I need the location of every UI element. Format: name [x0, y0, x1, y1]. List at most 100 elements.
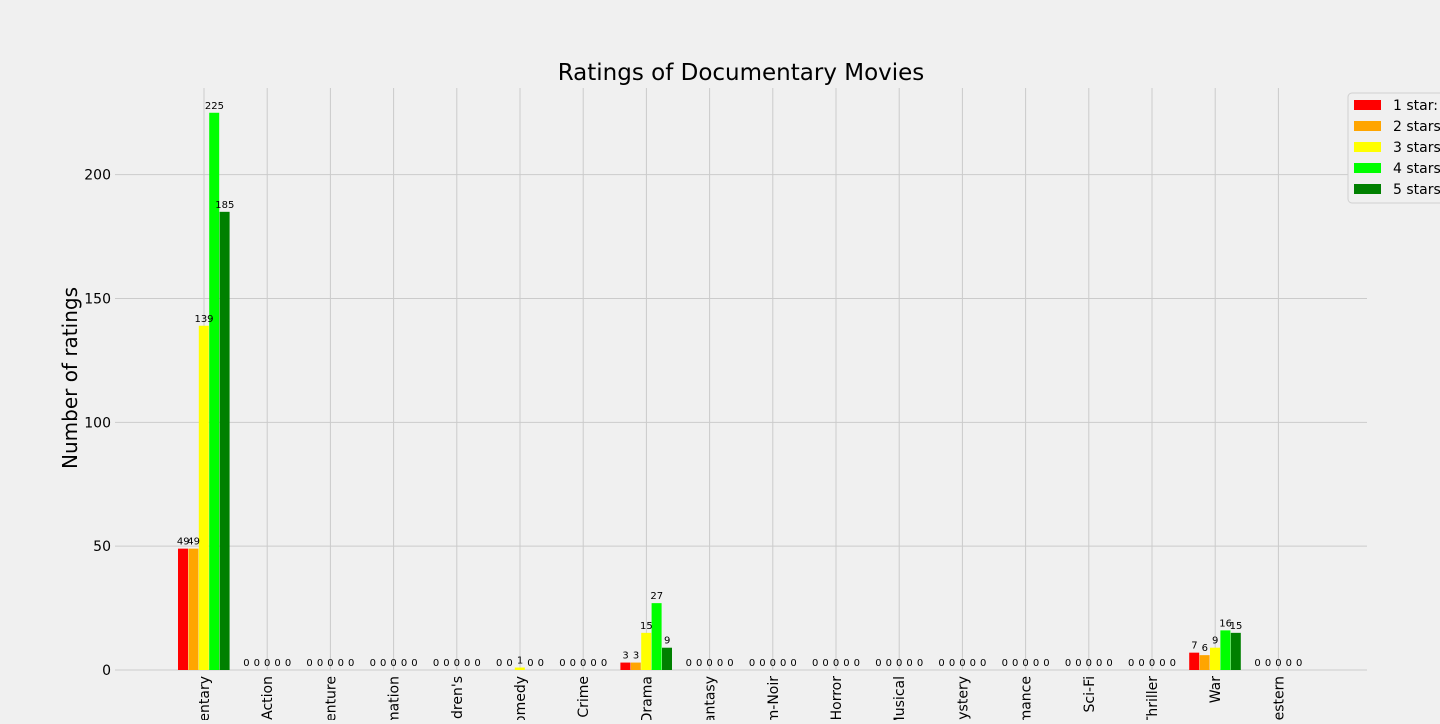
x-tick-label: omedy	[513, 676, 529, 720]
bar-value-label: 0	[770, 658, 776, 669]
bar	[1230, 632, 1241, 670]
x-axis-ticks: entary Action enture mation ldren's omedy Crim…	[197, 676, 1287, 724]
y-tick-label: 0	[102, 663, 111, 679]
bar-value-label: 0	[1086, 658, 1092, 669]
bar-value-label: 0	[1254, 658, 1260, 669]
bar-value-label: 0	[790, 658, 796, 669]
bar-value-label: 0	[590, 658, 596, 669]
bar-value-label: 0	[980, 658, 986, 669]
bar	[1210, 647, 1220, 670]
bar-value-label: 9	[1212, 636, 1218, 647]
x-tick-label: Drama	[639, 676, 655, 720]
bar	[514, 667, 525, 670]
legend: 1 star: 2 stars 3 stars 4 stars 5 stars	[1347, 92, 1440, 204]
bar-value-label: 0	[906, 658, 912, 669]
bar-value-label: 0	[454, 658, 460, 669]
bar-value-label: 9	[664, 636, 670, 647]
bar-value-label: 0	[1296, 658, 1302, 669]
legend-label: 5 stars	[1393, 182, 1440, 198]
bar-value-label: 0	[812, 658, 818, 669]
grid-lines	[115, 88, 1367, 671]
bar	[178, 548, 188, 670]
bar	[630, 662, 641, 670]
bar	[641, 632, 652, 670]
bar-value-label: 139	[194, 314, 213, 325]
bar	[1220, 630, 1231, 670]
bar-value-label: 0	[274, 658, 280, 669]
bar-value-label: 0	[1002, 658, 1008, 669]
y-axis-label: Number of ratings	[58, 287, 82, 469]
x-tick-label: Crime	[576, 676, 592, 718]
bar-value-label: 0	[938, 658, 944, 669]
bar-value-label: 0	[759, 658, 765, 669]
legend-box	[1347, 92, 1440, 204]
bar-value-label: 0	[1138, 658, 1144, 669]
x-tick-label: Sci-Fi	[1082, 676, 1098, 712]
bar-value-label: 6	[1202, 643, 1208, 654]
bars-group	[178, 112, 1241, 671]
bar	[620, 662, 631, 670]
bar-value-label: 7	[1191, 641, 1197, 652]
bar-value-label: 0	[601, 658, 607, 669]
bar-value-label: 0	[1149, 658, 1155, 669]
bar-value-label: 27	[650, 591, 663, 602]
bar-value-label: 0	[338, 658, 344, 669]
bar-value-label: 0	[317, 658, 323, 669]
bar-value-label: 0	[285, 658, 291, 669]
x-tick-label: Action	[260, 676, 276, 720]
bar	[188, 548, 199, 670]
legend-label: 3 stars	[1393, 140, 1440, 156]
bar-value-label: 0	[1065, 658, 1071, 669]
bar-value-label: 15	[1230, 621, 1243, 632]
bar-value-label: 0	[1033, 658, 1039, 669]
bar-value-label: 0	[959, 658, 965, 669]
bar-value-label: 0	[401, 658, 407, 669]
bar-value-label: 0	[580, 658, 586, 669]
bar-value-label: 0	[570, 658, 576, 669]
bar-value-label: 0	[1170, 658, 1176, 669]
legend-swatch	[1354, 163, 1381, 173]
bar-value-label: 49	[187, 537, 200, 548]
x-tick-label: mance	[1019, 676, 1035, 720]
bar-value-label: 0	[1275, 658, 1281, 669]
bar-value-label: 0	[411, 658, 417, 669]
legend-swatch	[1354, 184, 1381, 194]
legend-label: 4 stars	[1393, 161, 1440, 177]
bar-value-label: 0	[380, 658, 386, 669]
y-axis-ticks: 0 50 100 150 200	[84, 168, 111, 679]
bar	[1189, 652, 1200, 670]
bar-value-label: 0	[443, 658, 449, 669]
x-tick-label: antasy	[703, 676, 719, 720]
bar	[198, 325, 209, 670]
x-tick-label: ldren's	[450, 676, 466, 720]
bar-value-label: 0	[348, 658, 354, 669]
bar-value-label: 0	[474, 658, 480, 669]
bar-value-label: 3	[622, 651, 628, 662]
bar-value-label: 0	[854, 658, 860, 669]
bar-value-label: 1	[517, 656, 523, 667]
bar-value-label: 0	[833, 658, 839, 669]
y-tick-label: 200	[84, 168, 111, 184]
x-tick-label: mation	[387, 676, 403, 720]
bar-value-label: 0	[696, 658, 702, 669]
bar	[209, 112, 220, 670]
bar	[219, 211, 230, 671]
bar-value-label: 0	[527, 658, 533, 669]
x-tick-label: Thriller	[1145, 676, 1161, 720]
chart-title: Ratings of Documentary Movies	[558, 60, 925, 86]
bar-value-label: 0	[822, 658, 828, 669]
bar-value-label: 0	[896, 658, 902, 669]
bar-value-label: 0	[464, 658, 470, 669]
legend-swatch	[1354, 121, 1381, 131]
bar-value-label: 15	[640, 621, 653, 632]
x-tick-label: m-Noir	[766, 676, 782, 720]
bar-value-label: 0	[243, 658, 249, 669]
bar-value-label: 0	[749, 658, 755, 669]
bar-value-label: 0	[254, 658, 260, 669]
legend-label: 2 stars	[1393, 119, 1440, 135]
bar-value-label: 0	[875, 658, 881, 669]
bar-value-label: 0	[1022, 658, 1028, 669]
